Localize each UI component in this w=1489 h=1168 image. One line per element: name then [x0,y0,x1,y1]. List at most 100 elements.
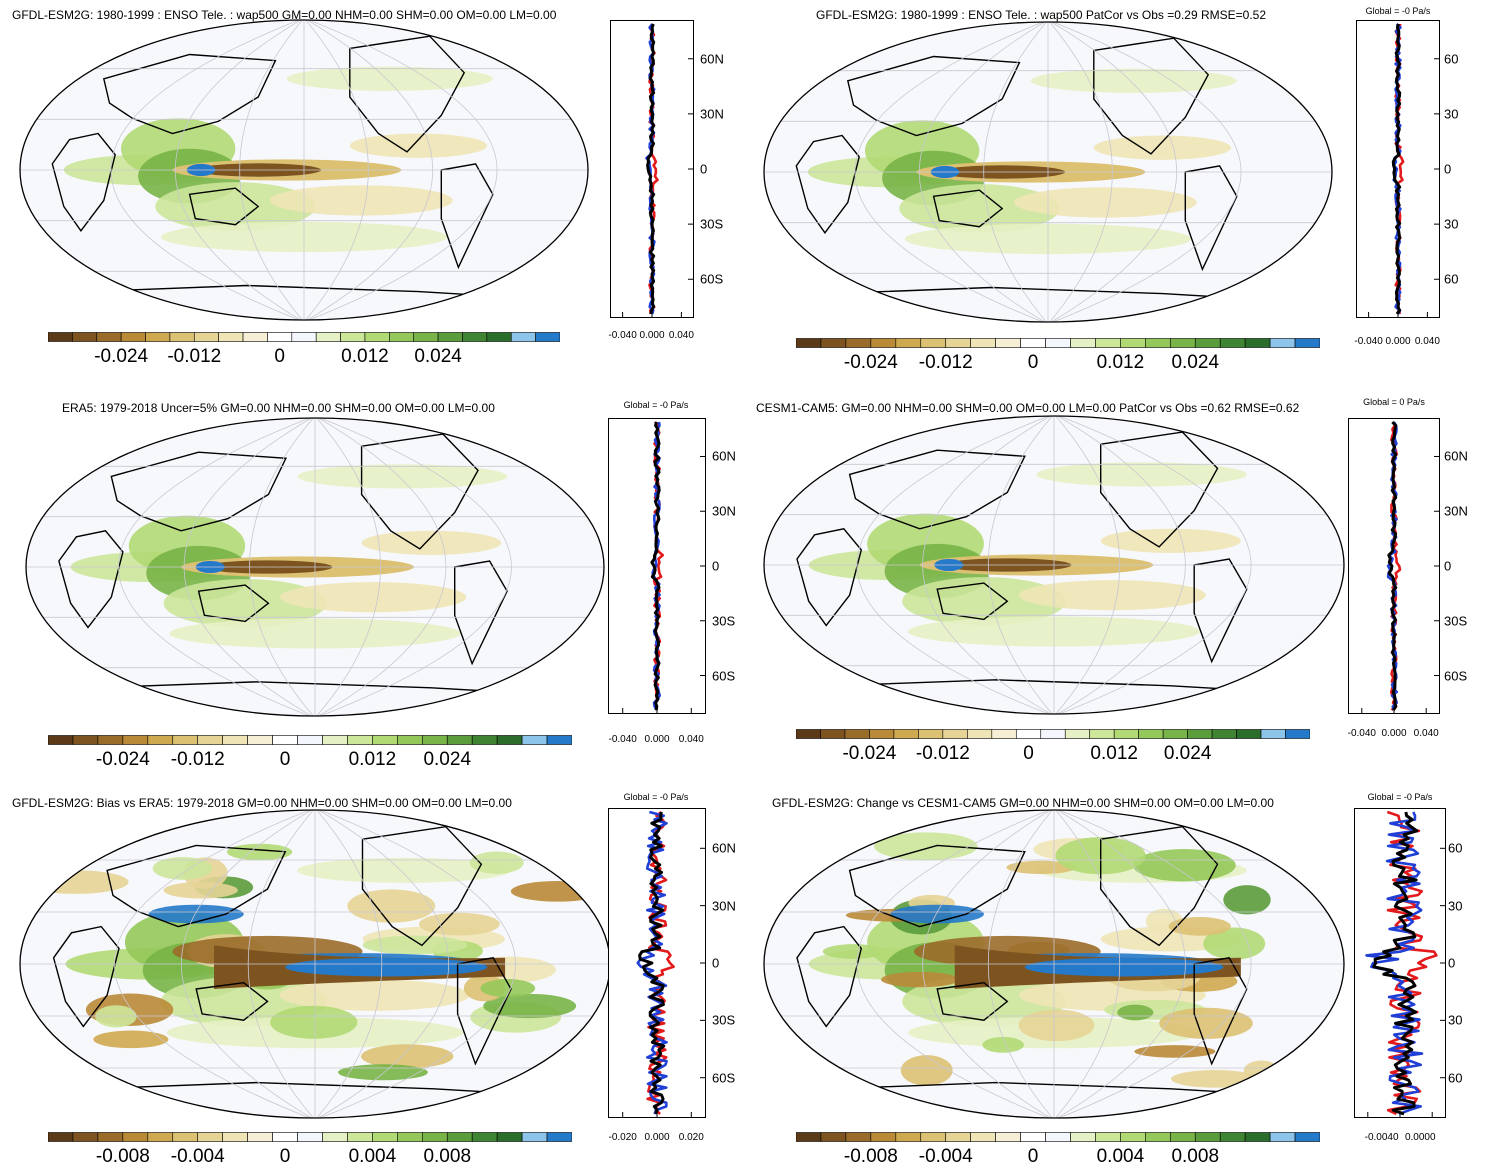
colorbar-bin [462,332,488,342]
panel-title: ERA5: 1979-2018 Uncer=5% GM=0.00 NHM=0.0… [62,401,495,415]
anomaly-region [93,1030,169,1049]
colorbar-bin [97,735,124,745]
colorbar-bin [893,729,919,739]
colorbar-bin [197,735,223,745]
colorbar-label: -0.004 [170,1146,225,1167]
coastline [52,925,120,1028]
colorbar-bin [1145,1132,1171,1142]
coastline [195,981,269,1021]
anomaly-region [1018,1009,1095,1042]
colorbar-label: 0.012 [341,346,389,367]
anomaly-region [152,856,213,880]
colorbar-label: 0.008 [423,1146,472,1167]
latitude-label: 60 [1448,1070,1463,1086]
colorbar-bin [297,1132,323,1142]
zonal-mean-profile [1354,808,1446,1118]
profile-title: Global = -0 Pa/s [1367,792,1433,802]
colorbar-bin [1113,729,1139,739]
colorbar-label: 0.012 [1090,743,1138,764]
latitude-label: 30 [1444,216,1459,232]
anomaly-region [349,133,488,158]
colorbar [796,1132,1320,1142]
anomaly-region [1006,860,1077,875]
colorbar-bin [869,729,895,739]
coastline [188,187,260,226]
latitude-label: 60S [712,1070,736,1086]
anomaly-region [361,1044,454,1069]
anomaly-region [982,1036,1024,1053]
colorbar-bin [272,735,298,745]
colorbar-bin [820,1132,847,1142]
panel-title: GFDL-ESM2G: 1980-1999 : ENSO Tele. : wap… [12,8,557,22]
latitude-label: 30N [700,106,724,122]
graticule-lon [303,20,498,320]
coastline [1100,825,1219,947]
profile-title: Global = -0 Pa/s [623,792,689,802]
graticule-lon [1047,22,1242,322]
graticule-lon [314,810,516,1118]
coastline [349,35,466,153]
anomaly-region [280,582,467,613]
zonal-mean-profile [608,808,706,1118]
colorbar-bin [991,729,1017,739]
profile-x-tick-label: 0.040 [678,734,704,745]
colorbar-bin [1120,1132,1146,1142]
anomaly-region [873,832,978,861]
colorbar-bin [945,338,971,348]
colorbar-labels: -0.024 -0.012 0 0.012 0.024 [48,749,572,771]
panel-title: GFDL-ESM2G: Change vs CESM1-CAM5 GM=0.00… [772,796,1274,810]
colorbar-label: 0.024 [423,749,472,770]
anomaly-region [469,851,524,874]
latitude-label: 30 [1448,1012,1463,1028]
colorbar-bin [347,1132,373,1142]
colorbar-bin [521,1132,548,1142]
colorbar-labels: -0.008 -0.004 0 0.004 0.008 [48,1146,572,1168]
colorbar-bin [496,1132,523,1142]
colorbar-bin [145,332,171,342]
graticule-lon [175,20,305,320]
colorbar-bin [995,338,1021,348]
colorbar-bin [1045,1132,1071,1142]
graticule-lon [1053,810,1252,1118]
coastline [936,582,1009,621]
latitude-label: 60N [700,51,724,67]
coastline [361,825,483,947]
graticule-lon [314,810,449,1118]
colorbar-bin [471,1132,498,1142]
colorbar-bin [322,735,348,745]
colorbar-bin [437,332,463,342]
colorbar-bin [844,729,870,739]
colorbar-bin [1095,338,1121,348]
anomaly-region [1223,885,1271,915]
colorbar-bin [845,338,872,348]
latitude-label: 30 [1444,106,1459,122]
colorbar-label: 0 [1027,352,1039,373]
graticule-lon [987,810,1055,1118]
robinson-map [763,21,1333,323]
graticule-lon [922,416,1055,714]
colorbar-bin [72,332,98,342]
profile-x-tick-label: 0.000 [1385,336,1411,347]
colorbar-bin [1070,338,1096,348]
anomaly-region [1036,462,1247,487]
profile-title: Global = 0 Pa/s [1363,397,1425,407]
anomaly-region [338,1064,428,1081]
panel-title: CESM1-CAM5: GM=0.00 NHM=0.00 SHM=0.00 OM… [756,401,1300,415]
robinson-map [763,415,1345,715]
colorbar-bin [796,1132,822,1142]
colorbar-bin [322,1132,348,1142]
colorbar-labels: -0.008 -0.004 0 0.004 0.008 [796,1146,1320,1168]
colorbar-bin [446,735,473,745]
model-b-line [636,810,668,1115]
colorbar [48,735,572,745]
obs-line [638,811,666,1115]
robinson-map [19,19,589,321]
robinson-map [19,809,611,1119]
colorbar-bin [1095,1132,1121,1142]
graticule-lon [1047,22,1177,322]
robinson-map [25,417,605,717]
colorbar-bin [1120,338,1146,348]
colorbar-label: 0.024 [414,346,462,367]
colorbar-bin [496,735,523,745]
colorbar-bin [48,332,73,342]
